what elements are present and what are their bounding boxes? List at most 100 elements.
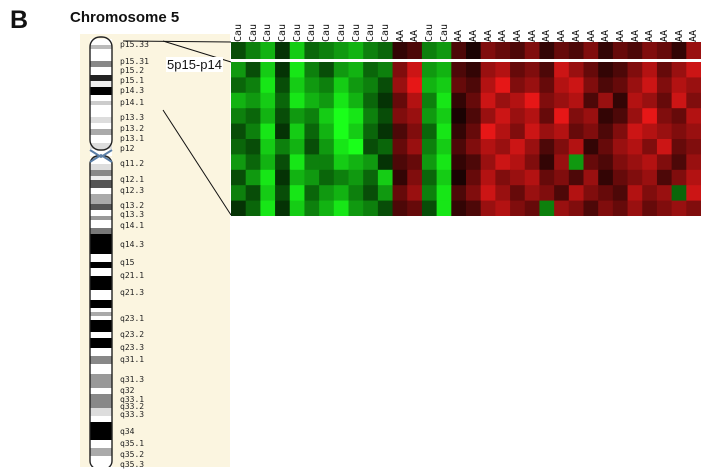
heatmap-cell — [275, 123, 291, 140]
band-label: q11.2 — [120, 159, 145, 168]
heatmap-cell — [642, 169, 658, 186]
heatmap-cell — [686, 62, 701, 78]
heatmap-cell — [377, 92, 394, 109]
heatmap-cell — [612, 77, 629, 94]
chromosome-band — [90, 81, 112, 87]
heatmap-cell — [245, 154, 261, 171]
heatmap-cell — [436, 123, 452, 140]
chromosome-band — [90, 308, 112, 312]
chromosome-band — [90, 220, 112, 228]
heatmap-cell — [451, 169, 467, 186]
band-label: q35.2 — [120, 450, 145, 459]
heatmap-cell — [304, 139, 320, 155]
heatmap-cell — [671, 108, 687, 125]
heatmap-cell — [656, 62, 673, 78]
heatmap-cell — [245, 200, 261, 216]
heatmap-cell — [289, 169, 306, 186]
heatmap-cell — [510, 42, 526, 59]
heatmap-cell — [495, 62, 511, 78]
sample-header: Cau Cau Cau Cau Cau Cau Cau Cau Cau Cau Cau AA AA Cau… — [233, 2, 703, 42]
heatmap-cell — [436, 62, 452, 78]
heatmap-cell — [598, 139, 614, 155]
chromosome-band — [90, 158, 112, 164]
heatmap-cell — [524, 185, 541, 202]
heatmap-cell — [480, 169, 496, 186]
heatmap-cell — [407, 92, 423, 109]
heatmap-cell — [363, 92, 379, 109]
heatmap-cell — [304, 42, 320, 59]
heatmap-cell — [671, 42, 687, 59]
heatmap-cell — [245, 123, 261, 140]
heatmap-cell — [231, 169, 247, 186]
sample-label: Cau — [247, 23, 259, 42]
chromosome-band — [90, 87, 112, 95]
chromosome-band — [90, 61, 112, 67]
heatmap-cell — [627, 62, 643, 78]
heatmap-cell — [231, 42, 247, 59]
band-label: p15.2 — [120, 66, 145, 75]
heatmap-cell — [421, 123, 438, 140]
heatmap-cell — [612, 42, 629, 59]
heatmap-cell — [304, 62, 320, 78]
heatmap-cell — [656, 200, 673, 216]
heatmap-cell — [671, 200, 687, 216]
heatmap-cell — [436, 108, 452, 125]
heatmap-cell — [377, 139, 394, 155]
heatmap-cell — [539, 77, 555, 94]
band-label: q34 — [120, 427, 135, 436]
heatmap-cell — [583, 123, 599, 140]
heatmap-cell — [260, 185, 276, 202]
heatmap-cell — [421, 169, 438, 186]
chromosome-band — [90, 216, 112, 220]
chromosome-band — [90, 188, 112, 194]
heatmap-cell — [510, 200, 526, 216]
band-label: q14.1 — [120, 221, 145, 230]
heatmap-cell — [333, 92, 350, 109]
sample-label: Cau — [262, 23, 274, 42]
band-label: q35.3 — [120, 460, 145, 469]
sample-label: Cau — [233, 23, 244, 42]
heatmap-cell — [686, 154, 701, 171]
heatmap-cell — [392, 185, 408, 202]
heatmap-cell — [231, 154, 247, 171]
heatmap-cell — [686, 185, 701, 202]
heatmap-cell — [524, 169, 541, 186]
heatmap-cell — [363, 139, 379, 155]
sample-label: AA — [658, 29, 670, 42]
heatmap-cell — [510, 169, 526, 186]
chromosome-band — [90, 408, 112, 416]
heatmap-cell — [612, 154, 629, 171]
heatmap-cell — [260, 154, 276, 171]
heatmap-cell — [598, 169, 614, 186]
chromosome-band — [90, 135, 112, 143]
heatmap-cell — [583, 92, 599, 109]
heatmap-cell — [319, 123, 335, 140]
heatmap-cell — [568, 108, 585, 125]
band-label: p15.33 — [120, 40, 149, 49]
heatmap-cell — [466, 139, 482, 155]
heatmap-cell — [260, 62, 276, 78]
heatmap-cell — [377, 200, 394, 216]
heatmap-cell — [319, 185, 335, 202]
heatmap-cell — [642, 154, 658, 171]
heatmap-cell — [421, 42, 438, 59]
sample-label: AA — [497, 29, 509, 42]
heatmap-cell — [466, 169, 482, 186]
heatmap-cell — [480, 139, 496, 155]
heatmap-cell — [377, 169, 394, 186]
band-label: q12.3 — [120, 186, 145, 195]
heatmap-cell — [686, 200, 701, 216]
heatmap-cell — [319, 200, 335, 216]
heatmap-cell — [275, 185, 291, 202]
heatmap-cell — [245, 169, 261, 186]
chromosome-band — [90, 312, 112, 316]
chromosome-band — [90, 95, 112, 101]
heatmap-cell — [363, 77, 379, 94]
chromosome-band — [90, 422, 112, 440]
heatmap-cell — [495, 108, 511, 125]
chromosome-band — [90, 49, 112, 61]
heatmap-cell — [583, 108, 599, 125]
panel-letter: B — [10, 6, 29, 34]
heatmap-cell — [510, 92, 526, 109]
heatmap-cell — [642, 62, 658, 78]
